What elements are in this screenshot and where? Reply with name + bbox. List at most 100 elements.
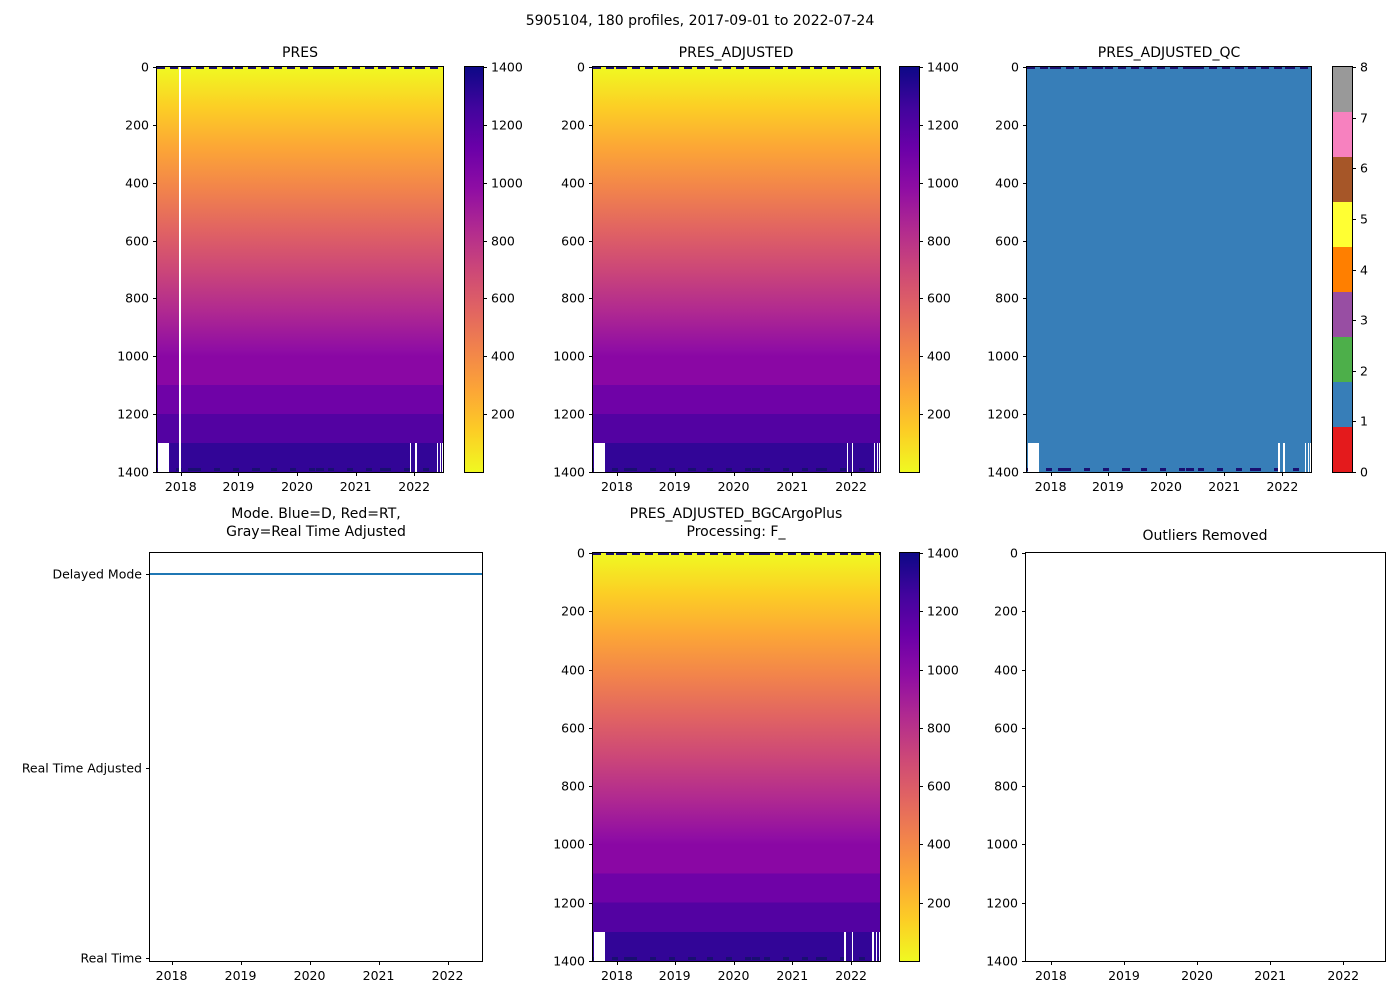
x-tick-label: 2021 xyxy=(776,479,809,494)
qc-deep-gap xyxy=(1309,443,1312,472)
y-tick xyxy=(589,786,593,788)
outliers-plot: 2018 2019 2020 2021 2022 0 200 400 600 8… xyxy=(986,546,1386,983)
qc-deep-gap xyxy=(1305,443,1307,472)
y-tick-label: 600 xyxy=(994,720,1018,736)
y-tick xyxy=(146,767,150,769)
colorbar-tick-label: 800 xyxy=(927,233,951,249)
colorbar-tick-label: 3 xyxy=(1360,312,1368,328)
pres-adjusted-deep-gap xyxy=(594,443,606,472)
x-tick-label: 2022 xyxy=(398,479,431,494)
colorbar-tick-label: 200 xyxy=(927,895,951,911)
y-tick xyxy=(589,240,593,242)
y-tick xyxy=(1023,472,1027,473)
colorbar-tick-label: 1200 xyxy=(927,603,959,619)
y-tick xyxy=(589,611,593,613)
x-tick xyxy=(447,961,449,965)
x-tick xyxy=(616,961,618,965)
y-tick-label: 400 xyxy=(561,175,585,191)
x-tick xyxy=(1050,472,1052,476)
x-tick xyxy=(355,472,357,476)
y-tick xyxy=(1022,844,1026,846)
colorbar-tick xyxy=(919,669,923,671)
y-tick-label: 400 xyxy=(125,175,149,191)
y-tick xyxy=(1022,902,1026,904)
pres-adjusted-title: PRES_ADJUSTED xyxy=(678,45,794,61)
x-tick xyxy=(171,961,173,965)
x-tick xyxy=(1197,961,1199,965)
y-tick xyxy=(1023,298,1027,300)
colorbar-tick-label: 8 xyxy=(1360,59,1368,75)
x-tick xyxy=(792,472,794,476)
y-tick xyxy=(1023,182,1027,184)
y-tick xyxy=(589,902,593,904)
colorbar-tick xyxy=(1352,370,1356,372)
colorbar-tick-label: 600 xyxy=(491,290,515,306)
colorbar-tick-label: 400 xyxy=(927,836,951,852)
bgc-deep-gap xyxy=(844,932,846,961)
x-tick-label: 2018 xyxy=(1034,479,1067,494)
colorbar-tick-label: 1400 xyxy=(927,59,959,75)
x-tick xyxy=(616,472,618,476)
pres-colorbar: 1400 1200 1000 800 600 400 200 xyxy=(464,60,523,473)
figure-suptitle: 5905104, 180 profiles, 2017-09-01 to 202… xyxy=(525,13,875,29)
y-tick xyxy=(589,553,593,554)
qc-deep-gap xyxy=(1278,443,1280,472)
y-tick-label: 600 xyxy=(561,233,585,249)
x-tick-label: 2018 xyxy=(164,479,197,494)
x-tick-label: 2021 xyxy=(1208,479,1241,494)
y-tick-label: 0 xyxy=(141,59,149,75)
y-tick-label: 0 xyxy=(577,545,585,561)
pres-gap-2018 xyxy=(179,67,181,472)
qc-deep-gap xyxy=(1027,443,1039,472)
pres-adjusted-deep-gap xyxy=(851,443,854,472)
outliers-title: Outliers Removed xyxy=(1142,528,1268,544)
bgc-title-line1: PRES_ADJUSTED_BGCArgoPlus xyxy=(629,506,843,522)
x-tick-label: 2020 xyxy=(281,479,313,494)
colorbar-tick xyxy=(919,67,923,68)
colorbar-tick xyxy=(483,124,487,126)
qc-surface-marks xyxy=(1027,67,1311,69)
x-tick xyxy=(1282,472,1284,476)
y-tick-label: 1000 xyxy=(986,836,1018,852)
bgc-deep-gap xyxy=(878,932,880,961)
colorbar-tick xyxy=(919,182,923,184)
pres-surface-marks xyxy=(157,67,443,69)
x-tick xyxy=(1123,961,1125,965)
colorbar-tick-label: 6 xyxy=(1360,160,1368,176)
x-tick xyxy=(1224,472,1226,476)
y-tick-label: 1000 xyxy=(987,348,1019,364)
colorbar-tick-label: 1 xyxy=(1360,413,1368,429)
x-tick xyxy=(297,472,299,476)
x-tick xyxy=(1343,961,1345,965)
mode-line xyxy=(150,572,482,575)
colorbar-tick-label: 800 xyxy=(927,720,951,736)
mode-title-line1: Mode. Blue=D, Red=RT, xyxy=(231,506,401,522)
y-tick-label: 400 xyxy=(561,662,585,678)
x-tick-label: 2019 xyxy=(658,479,691,494)
y-tick xyxy=(153,124,157,126)
pres-adjusted-colorbar: 1400 1200 1000 800 600 400 200 xyxy=(899,60,959,473)
y-tick xyxy=(153,240,157,242)
colorbar-tick-label: 2 xyxy=(1360,363,1368,379)
x-tick-label: 2021 xyxy=(776,968,809,983)
colorbar-tick xyxy=(1352,117,1356,119)
colorbar-tick-label: 800 xyxy=(491,233,515,249)
x-tick xyxy=(180,472,182,476)
x-tick xyxy=(792,961,794,965)
pres-deep-gap xyxy=(409,443,412,472)
bgc-plot: 2018 2019 2020 2021 2022 0 200 400 600 8… xyxy=(553,546,881,983)
y-tick xyxy=(1022,611,1026,613)
colorbar-tick xyxy=(483,298,487,300)
y-tick-label: 800 xyxy=(561,290,585,306)
y-tick xyxy=(153,472,157,473)
pres-deep-gap xyxy=(436,443,439,472)
x-tick xyxy=(733,472,735,476)
pres-deep-gap xyxy=(414,443,417,472)
y-tick-label: Real Time Adjusted xyxy=(21,760,142,776)
y-tick-label: 800 xyxy=(995,290,1019,306)
x-tick-label: 2019 xyxy=(1108,968,1140,983)
x-tick xyxy=(238,472,240,476)
colorbar-tick xyxy=(1352,472,1356,473)
y-tick xyxy=(1023,356,1027,358)
